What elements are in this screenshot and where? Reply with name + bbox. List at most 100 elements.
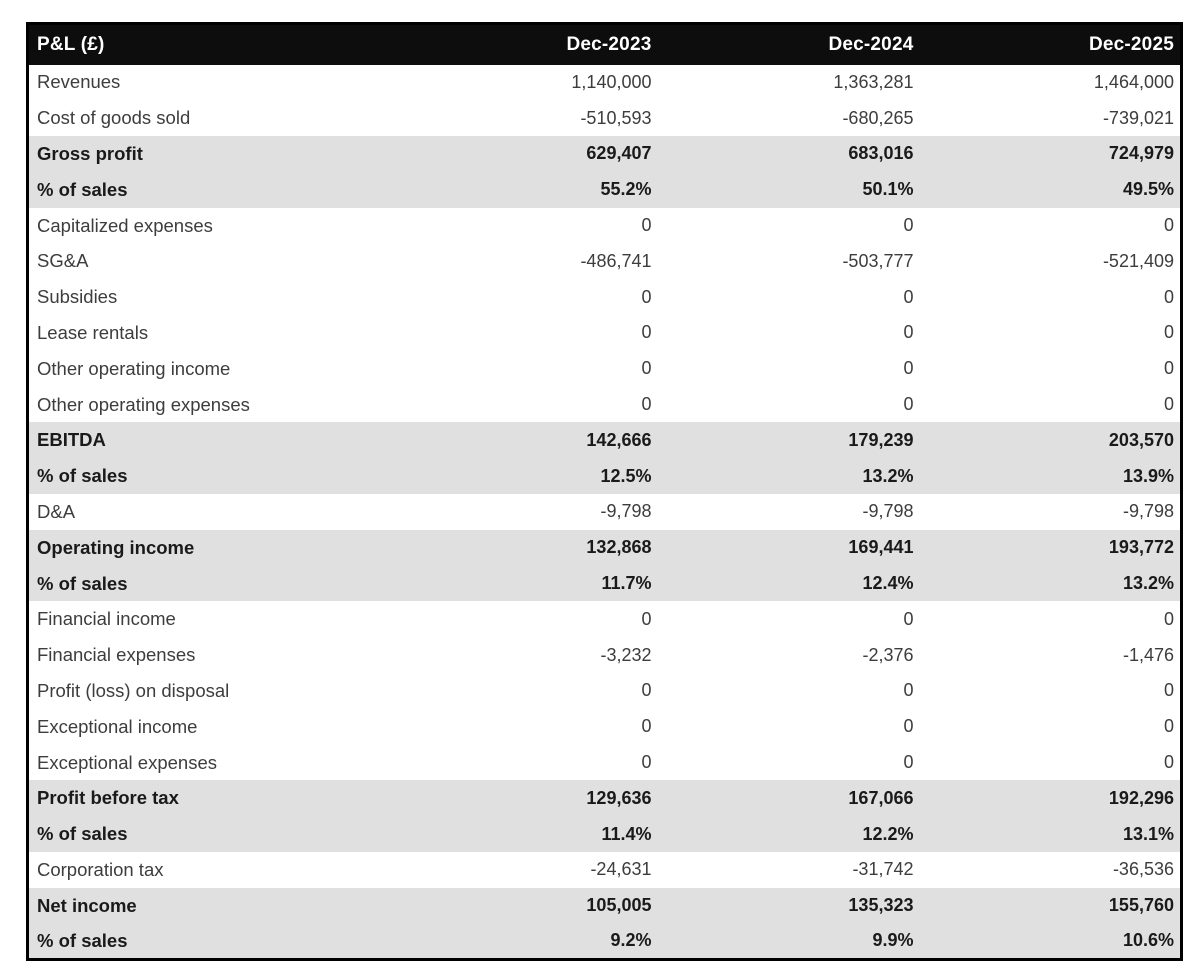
header-col-dec-2024: Dec-2024 [657,23,920,65]
table-row: Subsidies 0 0 0 [28,279,1182,315]
row-value: 169,441 [657,529,920,566]
row-value: 11.4% [395,816,658,853]
row-label: Subsidies [37,286,118,308]
row-value: 0 [641,752,652,773]
row-value: 0 [641,286,652,307]
row-label: % of sales [27,458,396,495]
row-label: Financial expenses [37,644,196,666]
row-value: -739,021 [1102,107,1174,128]
row-value: 0 [641,215,652,236]
row-label: Exceptional income [37,715,198,737]
table-row: Cost of goods sold -510,593 -680,265 -739,0… [28,100,1182,136]
row-label: Operating income [27,529,396,566]
row-value: 0 [903,608,914,629]
row-value: 10.6% [919,923,1182,960]
table-row: Exceptional income 0 0 0 [28,709,1182,745]
row-label: Financial income [37,608,176,630]
row-value: 0 [1163,716,1174,737]
header-col-dec-2023: Dec-2023 [395,23,658,65]
row-value: 203,570 [919,422,1182,459]
header-row: P&L (£) Dec-2023 Dec-2024 Dec-2025 [27,23,1182,65]
row-value: 0 [641,716,652,737]
row-value: 0 [1163,358,1174,379]
row-value: 0 [1163,322,1174,343]
row-value: 0 [903,716,914,737]
row-value: 0 [903,752,914,773]
row-value: 0 [641,322,652,343]
row-label: EBITDA [27,422,396,459]
row-label: Other operating expenses [37,393,250,415]
pnl-table-body: Revenues 1,140,000 1,363,281 1,464,000 Cost … [27,65,1182,960]
row-value: 0 [1163,608,1174,629]
row-label: D&A [37,500,76,522]
row-value: 0 [903,322,914,343]
row-label: Lease rentals [37,321,149,343]
table-row: SG&A -486,741 -503,777 -521,409 [28,243,1182,279]
pnl-table: P&L (£) Dec-2023 Dec-2024 Dec-2025 Reven… [26,22,1183,961]
row-value: 0 [903,215,914,236]
row-value: -3,232 [600,644,652,665]
table-row: % of sales 9.2% 9.9% 10.6% [27,923,1182,960]
table-row: Other operating income 0 0 0 [28,351,1182,387]
table-row: Net income 105,005 135,323 155,760 [27,887,1182,924]
row-value: 0 [1163,215,1174,236]
table-row: % of sales 11.4% 12.2% 13.1% [27,816,1182,853]
row-value: 179,239 [657,422,920,459]
row-value: 11.7% [395,565,658,602]
row-value: -680,265 [842,107,914,128]
row-label: % of sales [27,565,396,602]
row-label: Capitalized expenses [37,214,213,236]
row-value: -36,536 [1112,859,1174,880]
row-value: 0 [1163,286,1174,307]
table-row: Exceptional expenses 0 0 0 [28,745,1182,781]
row-value: -24,631 [590,859,652,880]
row-value: -9,798 [1122,501,1174,522]
table-row: D&A -9,798 -9,798 -9,798 [28,494,1182,530]
row-label: Cost of goods sold [37,107,191,129]
table-row: Revenues 1,140,000 1,363,281 1,464,000 [28,65,1182,101]
table-row: % of sales 55.2% 50.1% 49.5% [27,171,1182,208]
row-value: 0 [641,394,652,415]
table-row: Operating income 132,868 169,441 193,772 [27,529,1182,566]
row-value: 13.2% [657,458,920,495]
row-label: Profit (loss) on disposal [37,679,230,701]
row-value: 167,066 [657,780,920,817]
row-label: Other operating income [37,357,231,379]
row-value: 105,005 [395,887,658,924]
row-value: 0 [641,680,652,701]
row-value: 192,296 [919,780,1182,817]
row-value: 629,407 [395,136,658,172]
table-row: Other operating expenses 0 0 0 [28,387,1182,423]
table-row: Financial income 0 0 0 [28,601,1182,637]
row-label: % of sales [27,171,396,208]
row-value: 0 [641,358,652,379]
row-value: 12.5% [395,458,658,495]
row-value: 50.1% [657,171,920,208]
row-value: -2,376 [862,644,914,665]
row-label: Exceptional expenses [37,751,217,773]
table-row: Profit (loss) on disposal 0 0 0 [28,673,1182,709]
row-value: 12.2% [657,816,920,853]
row-value: 0 [903,358,914,379]
row-value: 13.1% [919,816,1182,853]
row-value: -1,476 [1122,644,1174,665]
row-value: 135,323 [657,887,920,924]
row-label: Revenues [37,71,121,93]
row-value: -510,593 [580,107,652,128]
row-value: -486,741 [580,250,652,271]
row-value: -9,798 [600,501,652,522]
row-label: Gross profit [27,136,396,172]
row-value: 9.2% [395,923,658,960]
row-label: Profit before tax [27,780,396,817]
row-value: -9,798 [862,501,914,522]
row-value: 0 [641,608,652,629]
table-row: Corporation tax -24,631 -31,742 -36,536 [28,852,1182,888]
row-value: 0 [1163,752,1174,773]
row-value: -31,742 [852,859,914,880]
row-value: 12.4% [657,565,920,602]
row-value: 0 [1163,680,1174,701]
row-value: 129,636 [395,780,658,817]
row-value: 0 [903,394,914,415]
table-row: Profit before tax 129,636 167,066 192,296 [27,780,1182,817]
